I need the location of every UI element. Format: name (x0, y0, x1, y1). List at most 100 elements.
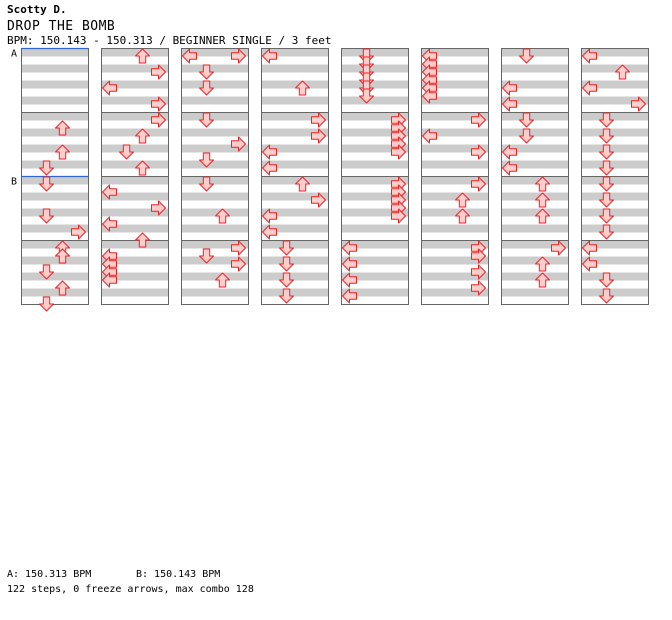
beat-stripe (181, 160, 248, 169)
beat-stripe (21, 128, 88, 137)
left-arrow-icon (582, 48, 597, 64)
beat-stripe (501, 112, 568, 121)
beat-stripe (421, 48, 488, 57)
beat-stripe (261, 208, 328, 217)
beat-stripe (341, 96, 408, 105)
right-arrow-icon (391, 144, 406, 160)
right-arrow-icon (71, 224, 86, 240)
step-stats: 122 steps, 0 freeze arrows, max combo 12… (7, 584, 254, 595)
down-arrow-icon (199, 176, 214, 192)
beat-stripe (181, 176, 248, 185)
down-arrow-icon (519, 128, 534, 144)
left-arrow-icon (262, 224, 277, 240)
beat-stripe (501, 144, 568, 153)
beat-stripe (261, 176, 328, 185)
measure-box (101, 240, 169, 305)
right-arrow-icon (231, 136, 246, 152)
down-arrow-icon (199, 80, 214, 96)
down-arrow-icon (359, 88, 374, 104)
beat-stripe (101, 288, 168, 297)
up-arrow-icon (55, 144, 70, 160)
beat-stripe (341, 192, 408, 201)
beat-stripe (341, 160, 408, 169)
measure-box (341, 240, 409, 305)
beat-stripe (501, 176, 568, 185)
beat-stripe (21, 64, 88, 73)
beat-stripe (101, 48, 168, 57)
beat-stripe (21, 224, 88, 233)
beat-stripe (21, 112, 88, 121)
left-arrow-icon (502, 96, 517, 112)
left-arrow-icon (502, 80, 517, 96)
beat-stripe (101, 64, 168, 73)
beat-stripe (341, 288, 408, 297)
beat-stripe (21, 144, 88, 153)
down-arrow-icon (199, 152, 214, 168)
down-arrow-icon (199, 64, 214, 80)
beat-stripe (181, 48, 248, 57)
beat-stripe (581, 96, 648, 105)
left-arrow-icon (582, 256, 597, 272)
beat-stripe (341, 48, 408, 57)
beat-stripe (101, 128, 168, 137)
up-arrow-icon (455, 208, 470, 224)
beat-stripe (101, 256, 168, 265)
beat-stripe (181, 256, 248, 265)
beat-stripe (501, 96, 568, 105)
left-arrow-icon (582, 240, 597, 256)
beat-stripe (421, 272, 488, 281)
down-arrow-icon (599, 112, 614, 128)
left-arrow-icon (422, 88, 437, 104)
down-arrow-icon (279, 272, 294, 288)
up-arrow-icon (135, 128, 150, 144)
beat-stripe (181, 80, 248, 89)
down-arrow-icon (199, 112, 214, 128)
right-arrow-icon (151, 96, 166, 112)
right-arrow-icon (471, 144, 486, 160)
right-arrow-icon (471, 280, 486, 296)
right-arrow-icon (311, 128, 326, 144)
beat-stripe (261, 160, 328, 169)
beat-stripe (581, 176, 648, 185)
beat-stripe (181, 272, 248, 281)
left-arrow-icon (102, 80, 117, 96)
up-arrow-icon (535, 192, 550, 208)
beat-stripe (581, 256, 648, 265)
beat-stripe (181, 208, 248, 217)
measure-box (581, 240, 649, 305)
song-title: DROP THE BOMB (7, 19, 116, 34)
beat-stripe (581, 272, 648, 281)
beat-stripe (421, 160, 488, 169)
down-arrow-icon (599, 176, 614, 192)
chart-column (501, 48, 569, 305)
right-arrow-icon (151, 64, 166, 80)
left-arrow-icon (262, 48, 277, 64)
measure-box (21, 240, 89, 305)
down-arrow-icon (39, 176, 54, 192)
beat-stripe (501, 64, 568, 73)
beat-stripe (341, 224, 408, 233)
beat-stripe (181, 128, 248, 137)
up-arrow-icon (535, 256, 550, 272)
beat-stripe (341, 64, 408, 73)
beat-stripe (181, 144, 248, 153)
right-arrow-icon (231, 48, 246, 64)
left-arrow-icon (182, 48, 197, 64)
beat-stripe (501, 288, 568, 297)
beat-stripe (101, 272, 168, 281)
right-arrow-icon (471, 264, 486, 280)
beat-stripe (581, 240, 648, 249)
up-arrow-icon (615, 64, 630, 80)
beat-stripe (581, 160, 648, 169)
chart-column (421, 48, 489, 305)
left-arrow-icon (582, 80, 597, 96)
left-arrow-icon (342, 256, 357, 272)
down-arrow-icon (199, 248, 214, 264)
bpm-change-label: B (11, 177, 17, 188)
chart-column (181, 48, 249, 305)
down-arrow-icon (279, 256, 294, 272)
beat-stripe (421, 128, 488, 137)
up-arrow-icon (455, 192, 470, 208)
beat-stripe (501, 240, 568, 249)
beat-stripe (581, 64, 648, 73)
